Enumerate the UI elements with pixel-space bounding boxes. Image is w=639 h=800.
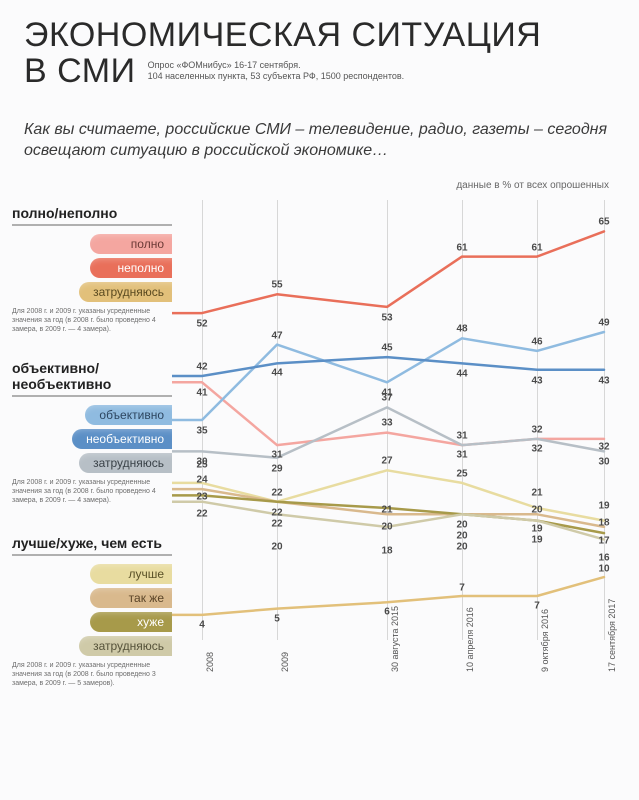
legend-group-title: лучше/хуже, чем есть	[12, 535, 172, 556]
series-value-zatr1: 4	[198, 619, 206, 630]
chart-x-label: 2008	[205, 652, 215, 672]
series-value-takzhe: 20	[455, 520, 468, 531]
series-value-neobj: 43	[530, 375, 543, 386]
series-value-luchshe: 25	[195, 459, 208, 470]
series-value-neobj: 42	[195, 362, 208, 373]
series-value-zatr1: 5	[273, 613, 281, 624]
series-value-zatr3: 19	[530, 534, 543, 545]
legend-pill-zatr1: затрудняюсь	[79, 282, 172, 302]
series-value-nepolno: 53	[380, 312, 393, 323]
title-line-1: ЭКОНОМИЧЕСКАЯ СИТУАЦИЯ	[24, 18, 619, 54]
series-value-takzhe: 20	[530, 505, 543, 516]
legend-pill-neobj: необъективно	[72, 429, 172, 449]
chart-x-label: 2009	[280, 652, 290, 672]
legend-pill-obj: объективно	[85, 405, 172, 425]
series-value-neobj: 45	[380, 343, 393, 354]
series-value-obj: 35	[195, 426, 208, 437]
series-value-khuzhe: 20	[455, 531, 468, 542]
survey-meta-line1: Опрос «ФОМнибус» 16-17 сентября.	[148, 60, 405, 72]
series-value-zatr1: 7	[458, 583, 466, 594]
legend-pill-zatr2: затрудняюсь	[79, 453, 172, 473]
series-value-zatr3: 22	[195, 508, 208, 519]
series-value-neobj: 43	[597, 375, 610, 386]
series-value-khuzhe: 17	[597, 536, 610, 547]
legend-group-g1: полно/неполно полно неполно затрудняюсьДля …	[12, 205, 172, 334]
title-line-2: В СМИ	[24, 54, 136, 90]
series-value-zatr3: 16	[597, 553, 610, 564]
series-value-takzhe: 22	[270, 507, 283, 518]
survey-meta: Опрос «ФОМнибус» 16-17 сентября. 104 нас…	[148, 60, 405, 83]
series-value-zatr3: 20	[455, 542, 468, 553]
series-value-zatr2: 29	[270, 463, 283, 474]
legend-group-g2: объективно/ необъективно объективно необъе…	[12, 360, 172, 505]
series-value-zatr1: 7	[533, 601, 541, 612]
infographic-page: ЭКОНОМИЧЕСКАЯ СИТУАЦИЯ В СМИ Опрос «ФОМн…	[0, 0, 639, 800]
series-value-neobj: 44	[455, 369, 468, 380]
series-value-luchshe: 22	[270, 487, 283, 498]
legend-pill-nepolno: неполно	[90, 258, 172, 278]
series-value-polno: 33	[380, 417, 393, 428]
legend-group-title: полно/неполно	[12, 205, 172, 226]
legend-pill-luchshe: лучше	[90, 564, 172, 584]
series-value-takzhe: 20	[380, 522, 393, 533]
title-block: ЭКОНОМИЧЕСКАЯ СИТУАЦИЯ В СМИ Опрос «ФОМн…	[24, 18, 619, 89]
percent-note: данные в % от всех опрошенных	[456, 180, 609, 191]
series-value-zatr2: 31	[455, 431, 468, 442]
series-value-zatr3: 20	[270, 542, 283, 553]
series-value-polno: 31	[455, 450, 468, 461]
series-line-neobj	[172, 357, 604, 376]
legend-pill-zatr3: затрудняюсь	[79, 636, 172, 656]
legend-group-note: Для 2008 г. и 2009 г. указаны усредненны…	[12, 658, 172, 688]
series-value-takzhe: 18	[597, 517, 610, 528]
legend-pill-polno: полно	[90, 234, 172, 254]
legend-pill-takzhe: так же	[90, 588, 172, 608]
series-value-obj: 49	[597, 318, 610, 329]
series-value-luchshe: 25	[455, 468, 468, 479]
series-value-obj: 46	[530, 336, 543, 347]
series-value-khuzhe: 19	[530, 523, 543, 534]
series-value-takzhe: 24	[195, 475, 208, 486]
line-chart: 2008200930 августа 201510 апреля 20169 о…	[172, 200, 612, 680]
legend-group-note: Для 2008 г. и 2009 г. указаны усредненны…	[12, 304, 172, 334]
series-value-polno: 32	[597, 441, 610, 452]
series-value-neobj: 44	[270, 368, 283, 379]
legend-group-g3: лучше/хуже, чем есть лучше так же хуже затру…	[12, 535, 172, 688]
series-value-khuzhe: 23	[195, 492, 208, 503]
series-value-khuzhe: 22	[270, 518, 283, 529]
series-value-nepolno: 52	[195, 319, 208, 330]
series-value-nepolno: 55	[270, 280, 283, 291]
survey-meta-line2: 104 населенных пункта, 53 субъекта РФ, 1…	[148, 71, 405, 83]
series-value-khuzhe: 21	[380, 505, 393, 516]
series-value-zatr2: 37	[380, 393, 393, 404]
series-value-luchshe: 21	[530, 488, 543, 499]
series-value-nepolno: 61	[455, 242, 468, 253]
legend-pill-khuzhe: хуже	[90, 612, 172, 632]
series-value-zatr3: 18	[380, 545, 393, 556]
series-value-luchshe: 19	[597, 500, 610, 511]
series-value-zatr1: 10	[597, 564, 610, 575]
series-value-zatr2: 32	[530, 424, 543, 435]
series-value-obj: 47	[270, 330, 283, 341]
series-value-obj: 48	[455, 324, 468, 335]
legend-group-note: Для 2008 г. и 2009 г. указаны усредненны…	[12, 475, 172, 505]
series-value-nepolno: 61	[530, 242, 543, 253]
legend-group-title: объективно/ необъективно	[12, 360, 172, 397]
series-value-polno: 41	[195, 388, 208, 399]
series-value-zatr1: 6	[383, 607, 391, 618]
series-value-luchshe: 27	[380, 456, 393, 467]
lede-question: Как вы считаете, российские СМИ – телеви…	[24, 120, 615, 162]
series-value-zatr2: 30	[597, 457, 610, 468]
series-value-polno: 32	[530, 443, 543, 454]
series-value-nepolno: 65	[597, 217, 610, 228]
series-value-polno: 31	[270, 450, 283, 461]
